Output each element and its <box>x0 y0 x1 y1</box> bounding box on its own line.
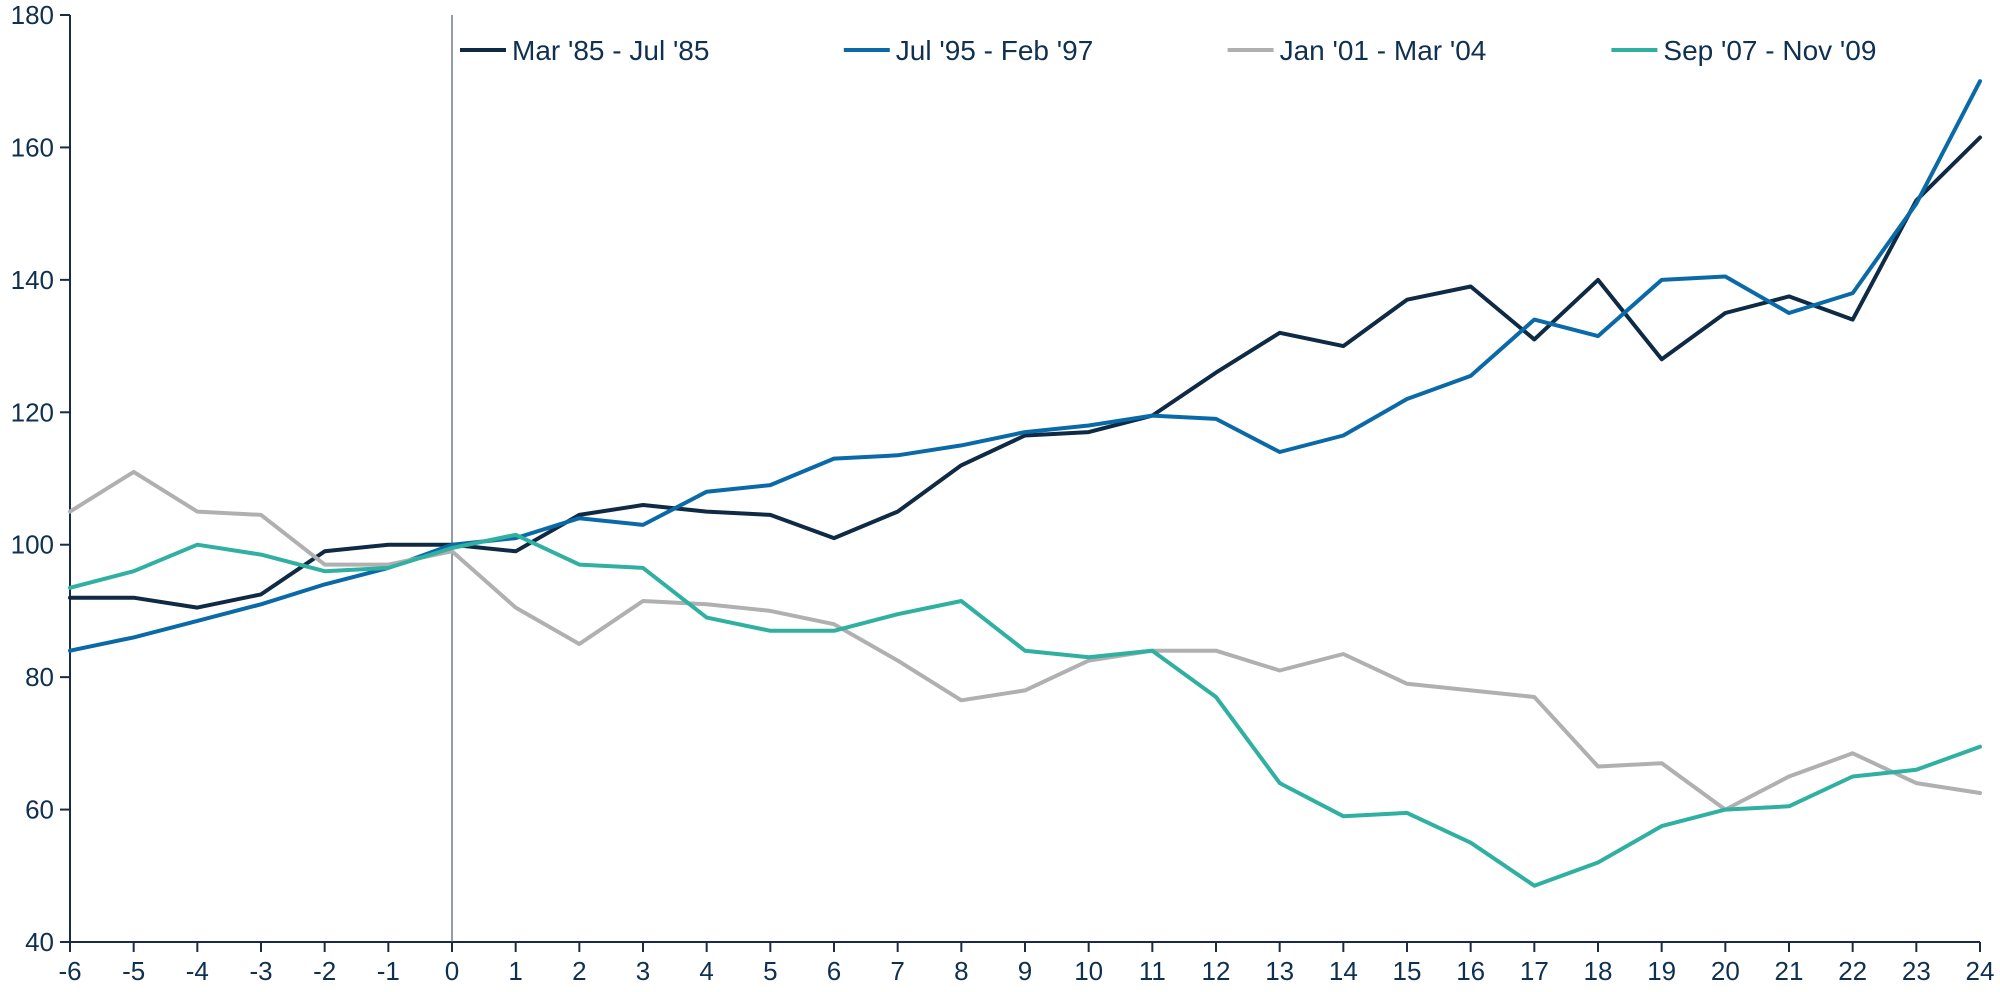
x-tick-label: -4 <box>186 956 209 986</box>
x-tick-label: 6 <box>827 956 841 986</box>
y-tick-label: 100 <box>11 530 54 560</box>
x-tick-label: 2 <box>572 956 586 986</box>
y-tick-label: 40 <box>25 927 54 957</box>
x-tick-label: -3 <box>249 956 272 986</box>
x-tick-label: -6 <box>58 956 81 986</box>
chart-bg <box>0 0 2000 992</box>
x-tick-label: 10 <box>1074 956 1103 986</box>
y-tick-label: 160 <box>11 132 54 162</box>
x-tick-label: 14 <box>1329 956 1358 986</box>
x-tick-label: -1 <box>377 956 400 986</box>
legend-label-s95: Jul '95 - Feb '97 <box>896 35 1093 66</box>
x-tick-label: 7 <box>890 956 904 986</box>
legend-label-s07: Sep '07 - Nov '09 <box>1663 35 1876 66</box>
x-tick-label: 8 <box>954 956 968 986</box>
y-tick-label: 60 <box>25 795 54 825</box>
y-tick-label: 180 <box>11 0 54 30</box>
chart-canvas: 406080100120140160180-6-5-4-3-2-10123456… <box>0 0 2000 992</box>
x-tick-label: 15 <box>1393 956 1422 986</box>
legend-label-s85: Mar '85 - Jul '85 <box>512 35 709 66</box>
x-tick-label: 19 <box>1647 956 1676 986</box>
x-tick-label: -2 <box>313 956 336 986</box>
x-tick-label: 1 <box>508 956 522 986</box>
legend-label-s01: Jan '01 - Mar '04 <box>1280 35 1487 66</box>
x-tick-label: 11 <box>1139 956 1166 986</box>
y-tick-label: 120 <box>11 397 54 427</box>
x-tick-label: 23 <box>1902 956 1931 986</box>
x-tick-label: 5 <box>763 956 777 986</box>
x-tick-label: 4 <box>699 956 713 986</box>
x-tick-label: 21 <box>1775 956 1804 986</box>
y-tick-label: 80 <box>25 662 54 692</box>
y-tick-label: 140 <box>11 265 54 295</box>
x-tick-label: -5 <box>122 956 145 986</box>
x-tick-label: 16 <box>1456 956 1485 986</box>
x-tick-label: 24 <box>1966 956 1995 986</box>
x-tick-label: 18 <box>1584 956 1613 986</box>
x-tick-label: 3 <box>636 956 650 986</box>
x-tick-label: 9 <box>1018 956 1032 986</box>
x-tick-label: 0 <box>445 956 459 986</box>
x-tick-label: 12 <box>1202 956 1231 986</box>
x-tick-label: 20 <box>1711 956 1740 986</box>
x-tick-label: 22 <box>1838 956 1867 986</box>
x-tick-label: 17 <box>1520 956 1549 986</box>
line-chart: 406080100120140160180-6-5-4-3-2-10123456… <box>0 0 2000 992</box>
x-tick-label: 13 <box>1265 956 1294 986</box>
